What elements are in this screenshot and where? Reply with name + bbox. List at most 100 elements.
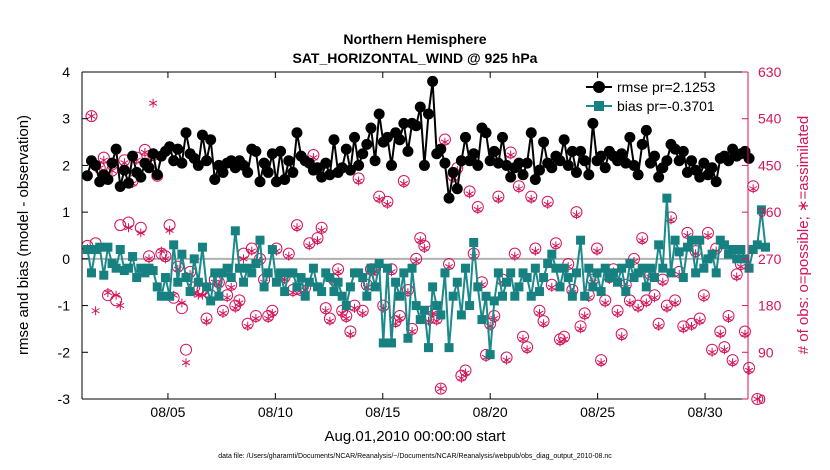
obs-assimilated-point [551, 241, 561, 251]
y2-tick-label: 450 [758, 157, 782, 173]
rmse-point [653, 171, 665, 183]
rmse-point [209, 173, 221, 185]
bias-point [448, 291, 458, 301]
bias-point [82, 245, 92, 255]
bias-point [210, 268, 220, 278]
obs-assimilated-point [559, 334, 569, 344]
bias-point [354, 268, 364, 278]
obs-assimilated-point [601, 298, 610, 308]
obs-assimilated-point [494, 194, 503, 204]
rmse-point [328, 134, 340, 146]
marks-layer [81, 75, 771, 405]
bias-point [193, 277, 203, 287]
rmse-point [566, 145, 578, 157]
x-tick-label: 08/15 [365, 404, 400, 420]
bias-point [230, 226, 240, 236]
obs-assimilated-point [703, 231, 713, 240]
obs-possible-point [114, 219, 127, 232]
obs-assimilated-point [243, 321, 252, 331]
bias-point [547, 249, 557, 259]
bias-point [391, 277, 401, 287]
rmse-point [661, 155, 673, 167]
rmse-point [283, 155, 295, 167]
rmse-point [743, 152, 755, 164]
bias-point [169, 240, 179, 250]
bias-point [304, 277, 314, 287]
rmse-point [587, 117, 599, 129]
obs-assimilated-point [375, 194, 384, 204]
obs-assimilated-point [103, 288, 113, 298]
rmse-point [254, 176, 266, 188]
rmse-point [172, 143, 184, 155]
obs-assimilated-point [642, 298, 651, 308]
legend-bias-marker [594, 101, 604, 111]
rmse-point [312, 162, 324, 174]
rmse-point [583, 169, 595, 181]
bias-point [226, 273, 236, 283]
rmse-point [698, 157, 710, 169]
obs-assimilated-point [227, 282, 236, 292]
bias-point [752, 240, 762, 250]
rmse-point [447, 166, 459, 178]
bias-point [477, 315, 487, 325]
rmse-point [636, 138, 648, 150]
y-tick-label: 3 [62, 111, 70, 127]
bias-point [596, 287, 606, 297]
bias-point [744, 263, 754, 273]
bias-point [497, 291, 507, 301]
obs-assimilated-point [399, 179, 408, 189]
obs-assimilated-point [539, 319, 548, 329]
bias-point [510, 291, 520, 301]
legend-rmse-label: rmse pr=2.1253 [617, 79, 716, 95]
bias-point [165, 291, 175, 301]
bias-point [395, 291, 405, 301]
obs-assimilated-point [724, 314, 733, 323]
y2-tick-label: 540 [758, 111, 782, 127]
obs-assimilated-point [239, 254, 248, 264]
bias-point [411, 301, 421, 311]
bias-point [711, 268, 721, 278]
rmse-point [451, 183, 463, 195]
obs-assimilated-point [222, 293, 232, 303]
rmse-point [710, 176, 722, 188]
obs-assimilated-point [531, 246, 540, 256]
obs-assimilated-point [148, 98, 158, 108]
bias-point [123, 263, 133, 273]
obs-assimilated-point [235, 298, 244, 308]
rmse-point [439, 157, 451, 169]
obs-assimilated-point [116, 301, 125, 311]
obs-assimilated-point [111, 290, 121, 300]
obs-assimilated-point [317, 225, 326, 235]
obs-assimilated-point [457, 373, 466, 383]
obs-assimilated-point [707, 347, 717, 357]
obs-assimilated-point [264, 314, 273, 323]
obs-assimilated-point [625, 298, 635, 308]
rmse-point [677, 145, 689, 157]
rmse-point [349, 131, 361, 143]
rmse-point [340, 143, 352, 155]
legend: rmse pr=2.1253 bias pr=-0.3701 [586, 79, 716, 114]
bias-point [650, 273, 660, 283]
x-tick-label: 08/05 [150, 404, 185, 420]
rmse-point [521, 157, 533, 169]
rmse-point [365, 122, 377, 134]
y2-tick-label: 270 [758, 251, 782, 267]
rmse-point [496, 131, 508, 143]
rmse-point [422, 108, 434, 120]
obs-assimilated-point [514, 184, 524, 194]
y-tick-label: 4 [62, 64, 70, 80]
bias-point [358, 273, 368, 283]
bias-point [115, 245, 125, 255]
bias-point [136, 263, 146, 273]
rmse-point [706, 162, 718, 174]
obs-assimilated-point [247, 246, 256, 256]
bias-point [724, 249, 734, 259]
bias-point [691, 268, 701, 278]
bias-point [460, 263, 470, 273]
rmse-point [122, 177, 134, 189]
obs-assimilated-point [592, 246, 602, 256]
bias-point [728, 245, 738, 255]
bias-point [325, 273, 335, 283]
bias-point [156, 291, 166, 301]
rmse-point [196, 129, 208, 141]
